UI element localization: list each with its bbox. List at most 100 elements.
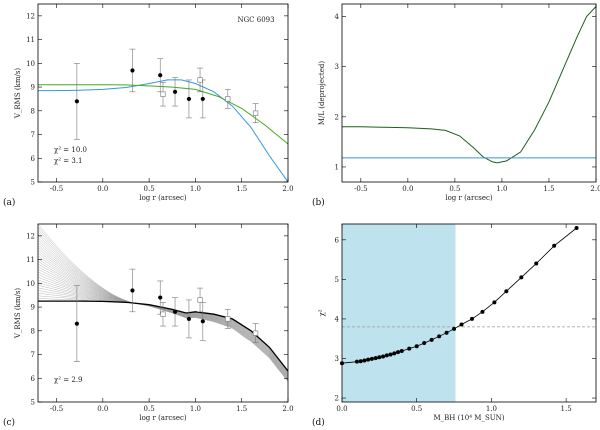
a-open-data-point (252, 110, 259, 116)
panel-label-b: (b) (312, 197, 325, 208)
x-axis-label: log r (arcsec) (445, 194, 493, 202)
x-tick-label: 1.5 (236, 185, 247, 193)
x-tick-label: 0.5 (449, 185, 460, 193)
chi2-data-point (354, 359, 359, 364)
chi2-data-point (422, 341, 427, 346)
y-tick-label: 4 (335, 315, 340, 323)
chi2-data-point (534, 261, 539, 266)
x-tick-label: 2.0 (282, 405, 293, 413)
chi2-data-point (492, 300, 497, 305)
plot-frame (341, 3, 597, 183)
c-data-point (186, 316, 192, 322)
model-curve (38, 84, 288, 145)
x-tick-label: 2.0 (282, 185, 293, 193)
x-tick-label: -0.5 (50, 185, 64, 193)
chi2-data-point (429, 337, 434, 342)
x-tick-label: 1.5 (561, 405, 572, 413)
a-open-data-point (160, 91, 166, 97)
chi2-data-point (519, 275, 524, 280)
a-data-point (186, 96, 192, 102)
c-open-data-point (252, 330, 259, 336)
c-data-point (158, 295, 163, 300)
y-tick-label: 5 (31, 179, 35, 187)
y-axis-label: χ² (318, 309, 326, 316)
c-open-data-point (197, 297, 203, 303)
y-tick-label: 2 (335, 395, 339, 403)
x-axis-label: log r (arcsec) (139, 414, 187, 422)
y-axis-label: V_RMS (km/s) (14, 288, 22, 340)
chi2-data-point (452, 326, 457, 331)
chi2-data-point (369, 356, 374, 361)
panel-label-c: (c) (3, 417, 15, 428)
y-tick-label: 5 (335, 276, 339, 284)
panel-label-a: (a) (3, 197, 15, 208)
confidence-region (342, 224, 456, 402)
chi2-data-point (414, 344, 419, 349)
y-tick-label: 6 (31, 375, 36, 383)
c-data-point (74, 321, 79, 326)
legend-entry: χ² = 10.0 (54, 146, 87, 154)
y-tick-label: 9 (31, 304, 35, 312)
y-tick-label: 11 (26, 256, 35, 264)
plot-area (38, 48, 288, 182)
c-open-data-point (160, 311, 166, 317)
panel-c-model-family: -0.5 0.0 0.5 1.0 1.5 2.0 5 6 7 8 9 10 11 12 log r (arc… (14, 223, 294, 422)
model-curve (38, 79, 288, 182)
y-axis-label: V_RMS (km/s) (14, 68, 22, 120)
x-tick-label: 0.0 (336, 405, 347, 413)
x-tick-label: 1.5 (236, 405, 247, 413)
y-tick-label: 2 (335, 113, 339, 121)
panel-a-velocity-profile: -0.5 0.0 0.5 1.0 1.5 2.0 5 6 7 8 9 10 11 12 log r (arc… (14, 3, 294, 202)
panel-d-chi2-vs-mbh: 0.0 0.5 1.0 1.5 2 3 4 5 6 M_BH (10⁴ M_SUN) χ² (318, 223, 597, 422)
a-data-point (172, 89, 178, 94)
chi2-data-point (362, 358, 367, 363)
x-tick-label: 0.0 (402, 185, 413, 193)
x-axis-label: M_BH (10⁴ M_SUN) (433, 414, 504, 422)
a-data-point (130, 68, 135, 73)
chi2-annotation: χ² = 2.9 (54, 376, 83, 384)
a-data-point (158, 73, 163, 78)
y-tick-label: 12 (26, 232, 35, 240)
y-tick-label: 5 (31, 399, 35, 407)
ml-curve (342, 6, 597, 164)
a-open-data-point (225, 96, 231, 102)
x-tick-label: -0.5 (50, 405, 64, 413)
chi2-data-point (377, 355, 382, 360)
y-tick-label: 3 (335, 355, 339, 363)
x-tick-label: 0.5 (144, 405, 155, 413)
chi2-data-point (552, 243, 557, 248)
y-tick-label: 6 (335, 236, 340, 244)
panel-label-d: (d) (312, 417, 325, 428)
y-axis-label: M/L (deprojected) (318, 61, 326, 125)
c-data-point (130, 288, 135, 293)
y-tick-label: 12 (26, 12, 35, 20)
x-tick-label: 1.0 (486, 405, 497, 413)
chi2-data-point (373, 356, 378, 361)
x-tick-label: 1.0 (190, 185, 201, 193)
chi2-area (340, 225, 579, 366)
chart-title: NGC 6093 (237, 16, 274, 24)
chi2-data-point (407, 346, 412, 351)
chi2-data-point (366, 357, 371, 362)
a-open-data-point (197, 77, 203, 83)
legend-entry: χ² = 3.1 (54, 157, 83, 165)
x-tick-label: 0.0 (97, 185, 108, 193)
chi2-data-point (469, 316, 474, 321)
x-tick-label: 0.5 (411, 405, 422, 413)
x-tick-label: 1.5 (543, 185, 554, 193)
y-tick-label: 4 (335, 13, 340, 21)
a-data-point (74, 99, 79, 104)
chi2-data-point (396, 350, 401, 355)
y-tick-label: 10 (26, 60, 35, 68)
chi2-data-point (480, 309, 485, 314)
chi2-data-point (388, 352, 393, 357)
plot-frame (341, 223, 597, 403)
c-data-point (172, 309, 178, 314)
chi2-data-point (399, 348, 404, 353)
y-tick-label: 7 (31, 351, 35, 359)
y-tick-label: 1 (335, 163, 339, 171)
chi2-data-point (358, 359, 363, 364)
x-tick-label: 1.0 (496, 185, 507, 193)
